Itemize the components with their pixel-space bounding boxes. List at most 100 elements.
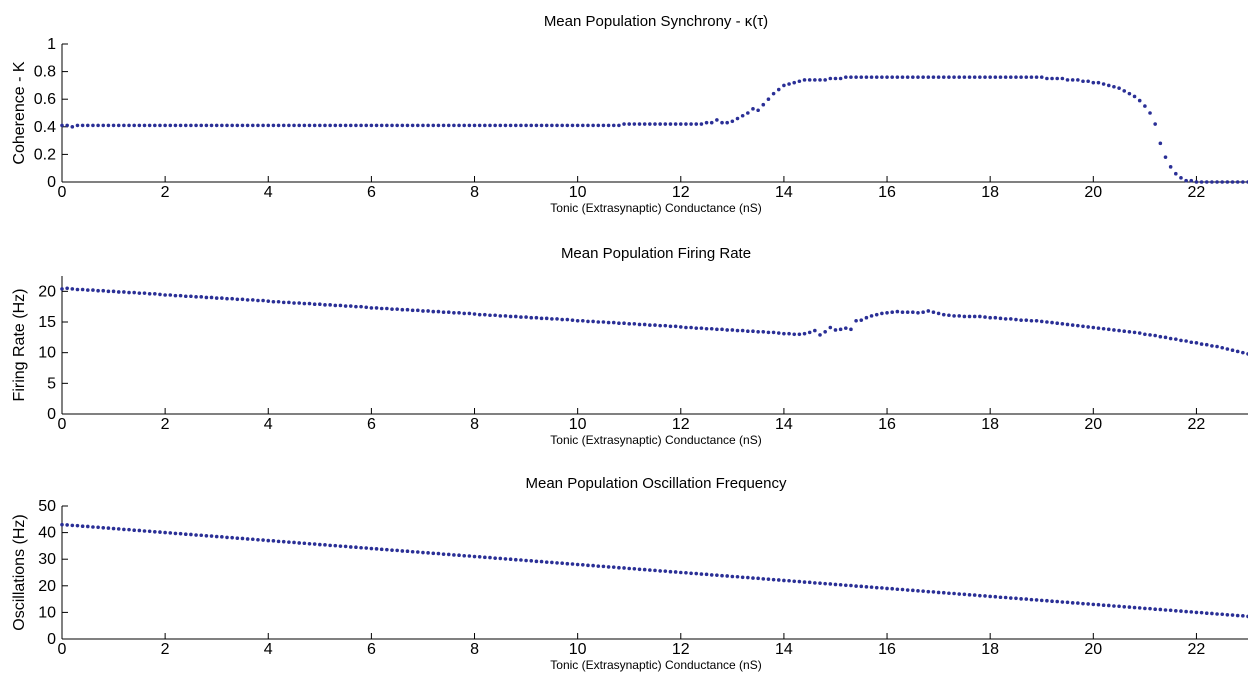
data-point (637, 122, 642, 126)
data-point (905, 75, 910, 79)
data-point (807, 78, 812, 82)
data-point (137, 528, 142, 533)
data-point (1050, 76, 1054, 81)
data-point (1153, 333, 1157, 338)
data-point (1076, 78, 1080, 82)
data-point (771, 330, 776, 335)
data-point (240, 536, 245, 541)
data-point (230, 535, 234, 540)
data-point (1174, 171, 1178, 176)
x-tick-label: 0 (58, 416, 67, 433)
data-point (297, 541, 302, 545)
data-point (204, 533, 209, 538)
data-point (1122, 329, 1127, 334)
data-point (75, 523, 80, 528)
data-point (106, 123, 111, 128)
data-point (740, 328, 745, 333)
data-point (1158, 141, 1163, 146)
chart-title: Mean Population Oscillation Frequency (526, 475, 787, 492)
data-point (1112, 604, 1116, 608)
data-point (441, 123, 446, 128)
data-point (591, 319, 595, 324)
data-point (699, 326, 704, 330)
data-point (627, 566, 632, 571)
data-point (91, 288, 95, 292)
data-point (766, 97, 771, 101)
data-point (431, 551, 436, 556)
data-point (843, 75, 848, 79)
data-point (988, 594, 992, 599)
data-point (529, 315, 534, 320)
data-point (111, 289, 116, 294)
data-point (782, 331, 786, 336)
data-point (1179, 176, 1183, 180)
data-point (550, 317, 554, 321)
x-tick-label: 12 (672, 641, 690, 658)
data-point (957, 75, 962, 79)
data-point (586, 319, 590, 324)
data-point (318, 123, 322, 128)
data-point (483, 555, 487, 560)
data-point (60, 287, 64, 291)
data-point (978, 75, 982, 79)
data-point (503, 557, 508, 561)
data-point (493, 123, 497, 128)
data-point (230, 123, 234, 128)
data-point (622, 566, 626, 570)
data-point (833, 328, 838, 332)
data-point (575, 123, 580, 128)
data-point (787, 331, 791, 336)
data-point (364, 305, 369, 310)
data-point (1101, 82, 1106, 86)
data-point (204, 123, 209, 128)
data-point (70, 523, 75, 528)
data-point (513, 123, 518, 128)
data-point (256, 537, 260, 542)
x-tick-label: 14 (775, 416, 793, 433)
data-point (1065, 600, 1070, 605)
y-axis-label: Firing Rate (Hz) (11, 289, 28, 402)
data-point (967, 75, 972, 79)
data-point (1204, 611, 1209, 615)
x-tick-label: 0 (58, 184, 67, 201)
data-point (281, 539, 286, 544)
data-point (694, 326, 699, 330)
data-point (1194, 341, 1199, 345)
data-point (1019, 75, 1023, 79)
data-point (642, 322, 647, 327)
data-point (70, 125, 75, 129)
data-point (153, 123, 157, 128)
data-point (947, 313, 951, 318)
data-point (369, 306, 374, 310)
data-point (911, 310, 915, 314)
data-point (297, 301, 302, 305)
data-point (859, 318, 864, 322)
data-point (1241, 614, 1245, 618)
data-point (328, 303, 332, 307)
data-point (1148, 111, 1152, 115)
data-point (1081, 79, 1085, 84)
data-point (178, 293, 183, 298)
data-point (153, 530, 157, 534)
data-point (936, 75, 941, 79)
data-point (116, 123, 121, 128)
data-point (1204, 180, 1209, 184)
data-point (916, 589, 920, 593)
data-point (1179, 609, 1183, 613)
data-point (1143, 104, 1147, 108)
data-point (1132, 94, 1137, 99)
data-point (457, 553, 461, 558)
data-point (426, 551, 430, 555)
data-point (122, 527, 126, 532)
data-point (1060, 322, 1065, 326)
data-point (962, 314, 967, 319)
data-point (632, 122, 637, 126)
data-point (292, 301, 296, 305)
data-point (560, 317, 564, 322)
data-point (1086, 79, 1090, 84)
data-point (581, 562, 585, 567)
data-point (338, 123, 343, 128)
data-point (1230, 180, 1235, 184)
data-point (96, 288, 100, 293)
data-point (513, 314, 518, 319)
